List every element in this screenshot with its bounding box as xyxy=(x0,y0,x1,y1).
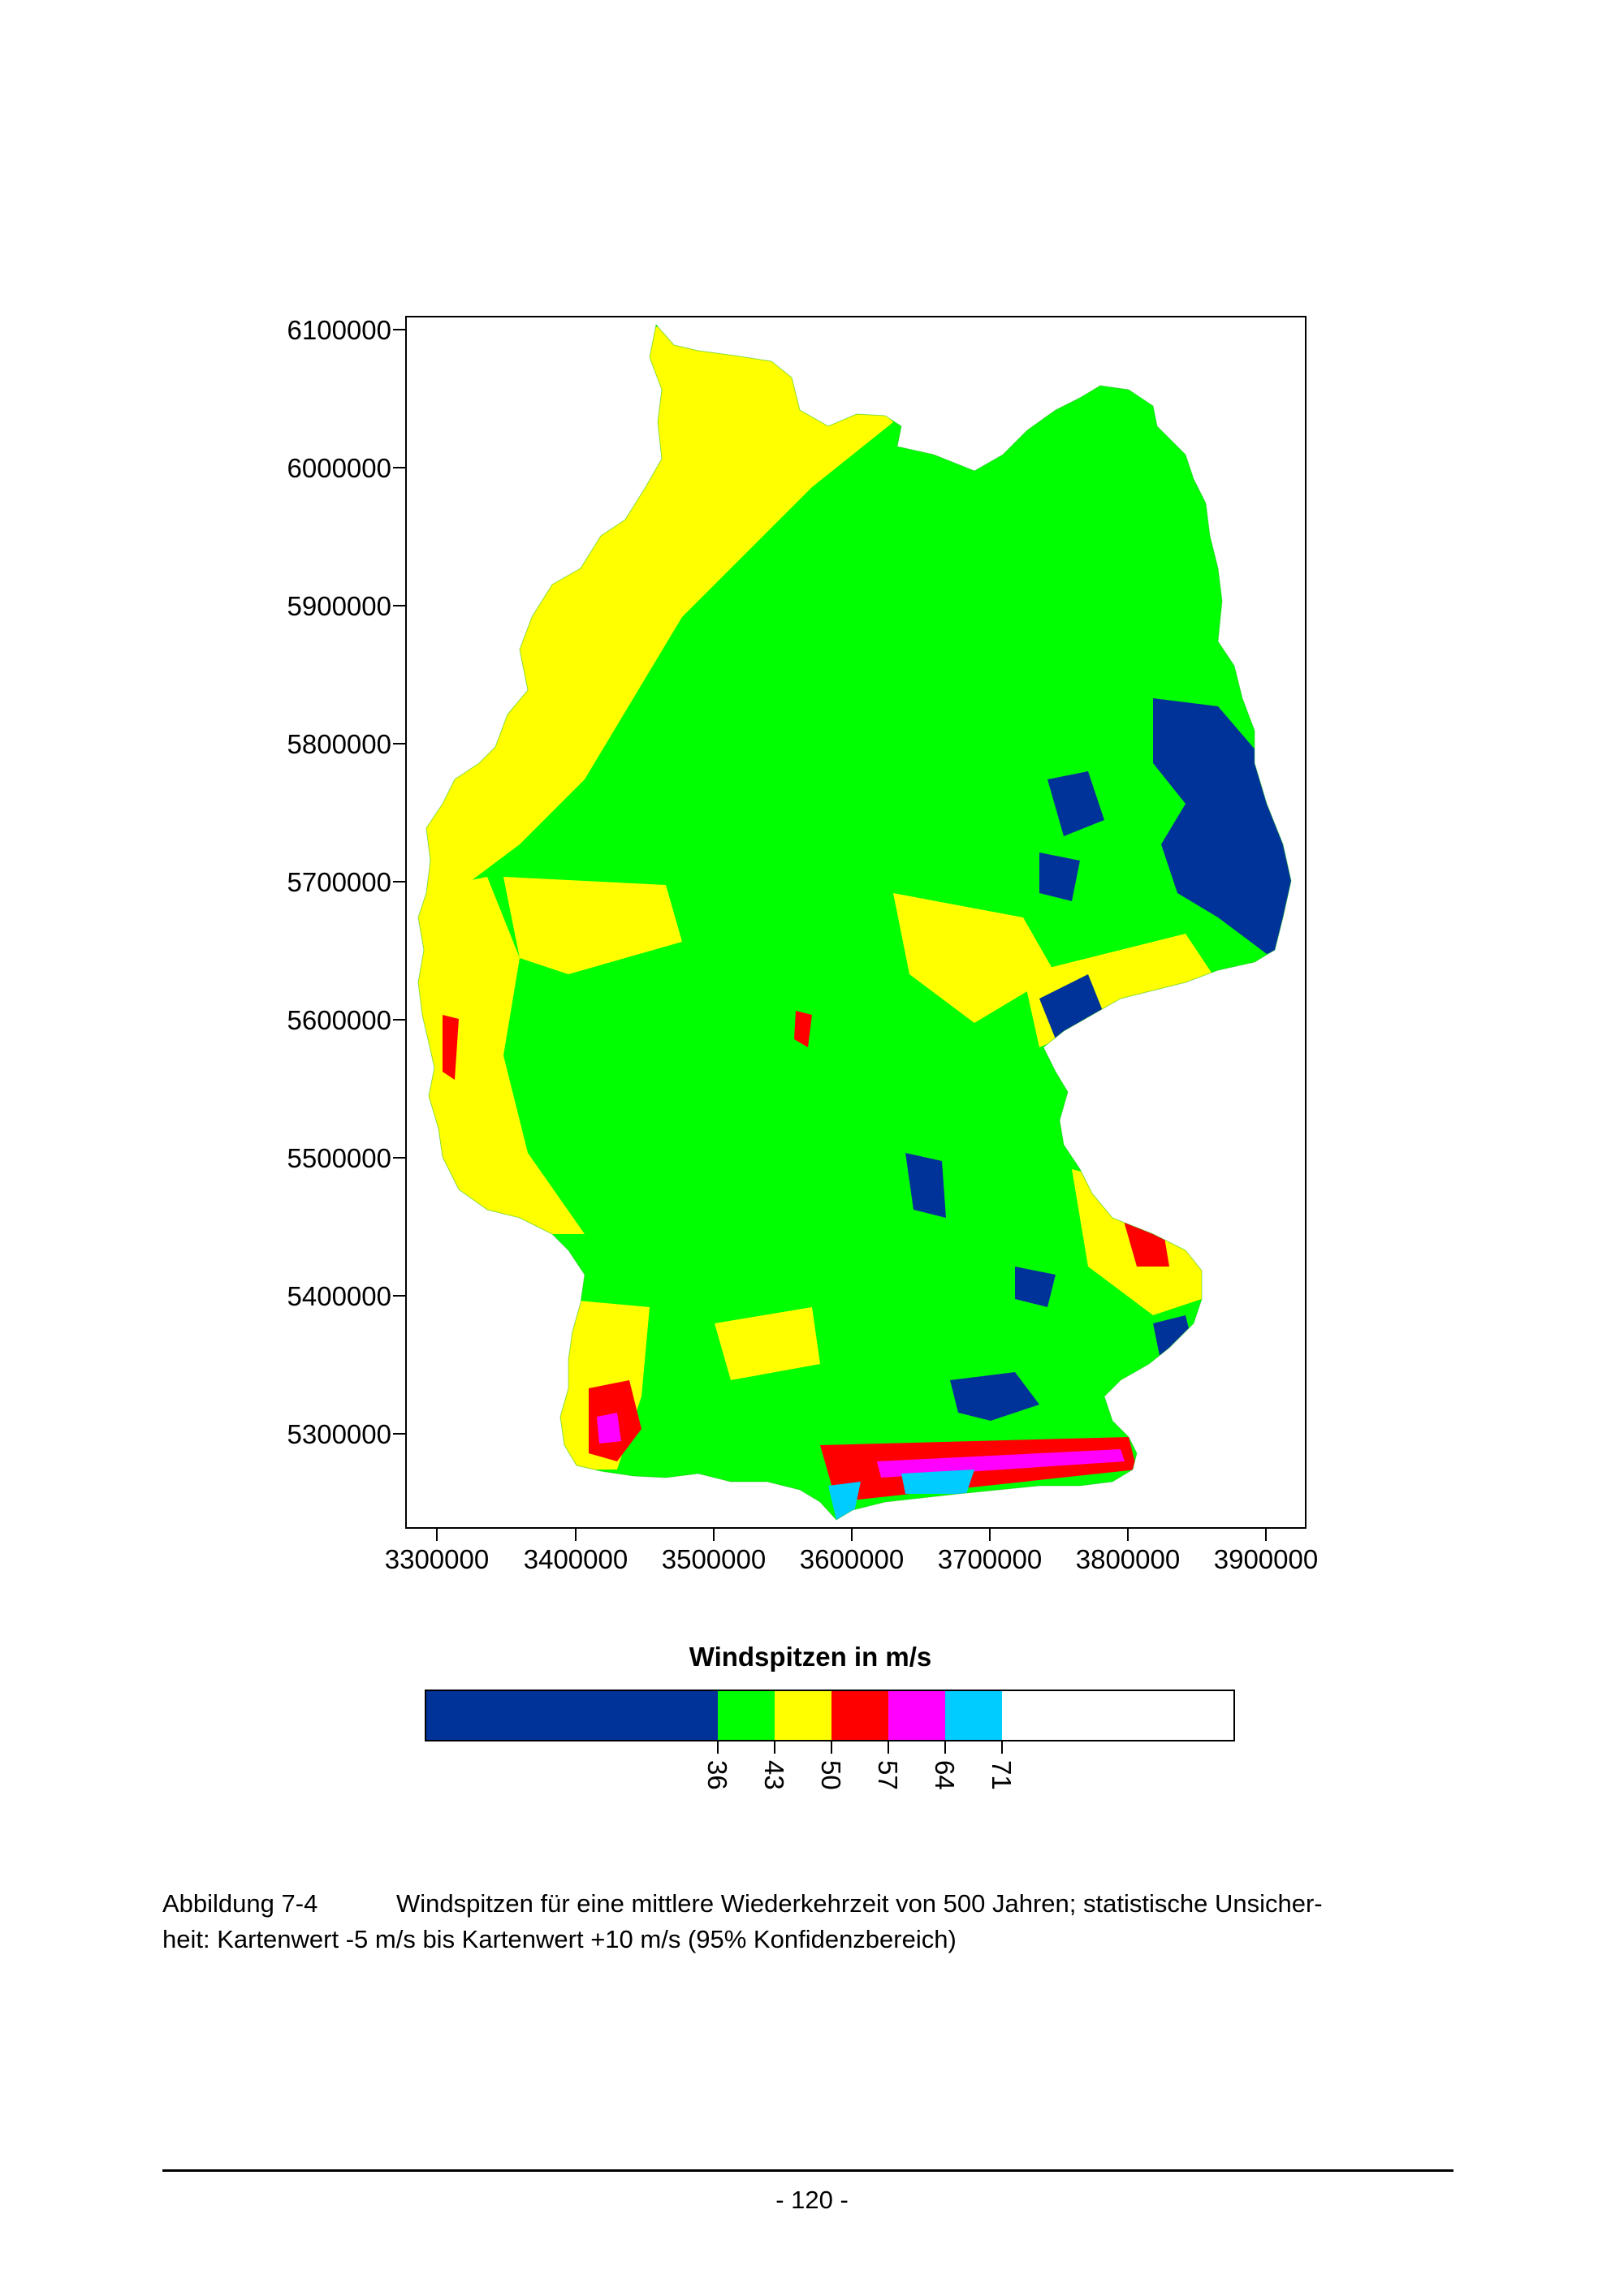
x-tick-label: 3500000 xyxy=(662,1544,766,1574)
zone-west-central xyxy=(503,877,682,974)
zone-west-border xyxy=(418,877,585,1234)
legend-swatch-36-43 xyxy=(718,1690,775,1741)
page-number: - 120 - xyxy=(775,2186,849,2214)
x-tick-label: 3600000 xyxy=(800,1544,904,1574)
legend-tick-label: 43 xyxy=(759,1760,789,1790)
caption-text-line2: heit: Kartenwert -5 m/s bis Kartenwert +… xyxy=(162,1925,957,1953)
legend-swatch-above-71 xyxy=(1002,1690,1234,1741)
x-tick-label: 3800000 xyxy=(1076,1544,1180,1574)
y-tick-label: 5800000 xyxy=(287,729,391,759)
footer-rule xyxy=(162,2169,1453,2172)
zone-coastal-northwest xyxy=(418,325,893,893)
zone-alps-cyan xyxy=(901,1470,974,1494)
legend-swatch-43-50 xyxy=(775,1690,831,1741)
legend-swatch-50-57 xyxy=(831,1690,888,1741)
caption-label: Abbildung 7-4 xyxy=(162,1889,318,1918)
legend-tick-label: 64 xyxy=(930,1760,960,1790)
y-tick-label: 5700000 xyxy=(287,867,391,897)
zone-east-patch-2 xyxy=(1039,852,1080,901)
zone-east-patch-1 xyxy=(1047,771,1104,836)
legend-swatch-64-71 xyxy=(945,1690,1002,1741)
germany-wind-map xyxy=(417,324,1292,1521)
legend-frame xyxy=(425,1690,1235,1741)
y-tick-label: 5900000 xyxy=(287,591,391,621)
x-tick-label: 3700000 xyxy=(938,1544,1042,1574)
y-tick-label: 6100000 xyxy=(287,315,391,345)
legend: Windspitzen in m/s 36 43 50 57 64 71 xyxy=(425,1642,1235,1790)
legend-swatch-57-64 xyxy=(888,1690,945,1741)
zone-alps-magenta xyxy=(877,1449,1125,1478)
legend-swatch-below-36 xyxy=(425,1690,718,1741)
zone-central-east xyxy=(893,893,1056,1023)
y-tick-label: 5500000 xyxy=(287,1143,391,1173)
caption-text-line1: Windspitzen für eine mittlere Wiederkehr… xyxy=(396,1889,1323,1918)
x-tick-label: 3300000 xyxy=(385,1544,489,1574)
legend-tick-label: 57 xyxy=(873,1760,903,1790)
zone-upper-bavaria xyxy=(950,1372,1039,1421)
y-tick-label: 5400000 xyxy=(287,1281,391,1311)
zone-upper-palatinate xyxy=(905,1153,946,1218)
zone-feldberg xyxy=(597,1413,621,1444)
y-tick-label: 5300000 xyxy=(287,1419,391,1449)
x-tick-label: 3900000 xyxy=(1214,1544,1318,1574)
x-tick-label: 3400000 xyxy=(524,1544,628,1574)
y-tick-label: 6000000 xyxy=(287,453,391,483)
zone-south-central xyxy=(715,1307,820,1380)
legend-tick-label: 71 xyxy=(987,1760,1017,1790)
zone-harz-peak xyxy=(794,1011,812,1047)
y-tick-label: 5600000 xyxy=(287,1005,391,1035)
legend-tick-label: 50 xyxy=(816,1760,846,1790)
zone-danube-patch xyxy=(1015,1267,1056,1307)
x-axis: 3300000 3400000 3500000 3600000 3700000 … xyxy=(385,1528,1318,1574)
legend-title: Windspitzen in m/s xyxy=(689,1642,932,1672)
zone-eifel-west xyxy=(443,1015,459,1080)
y-axis: 6100000 6000000 5900000 5800000 5700000 … xyxy=(287,315,406,1449)
legend-tick-label: 36 xyxy=(702,1760,732,1790)
